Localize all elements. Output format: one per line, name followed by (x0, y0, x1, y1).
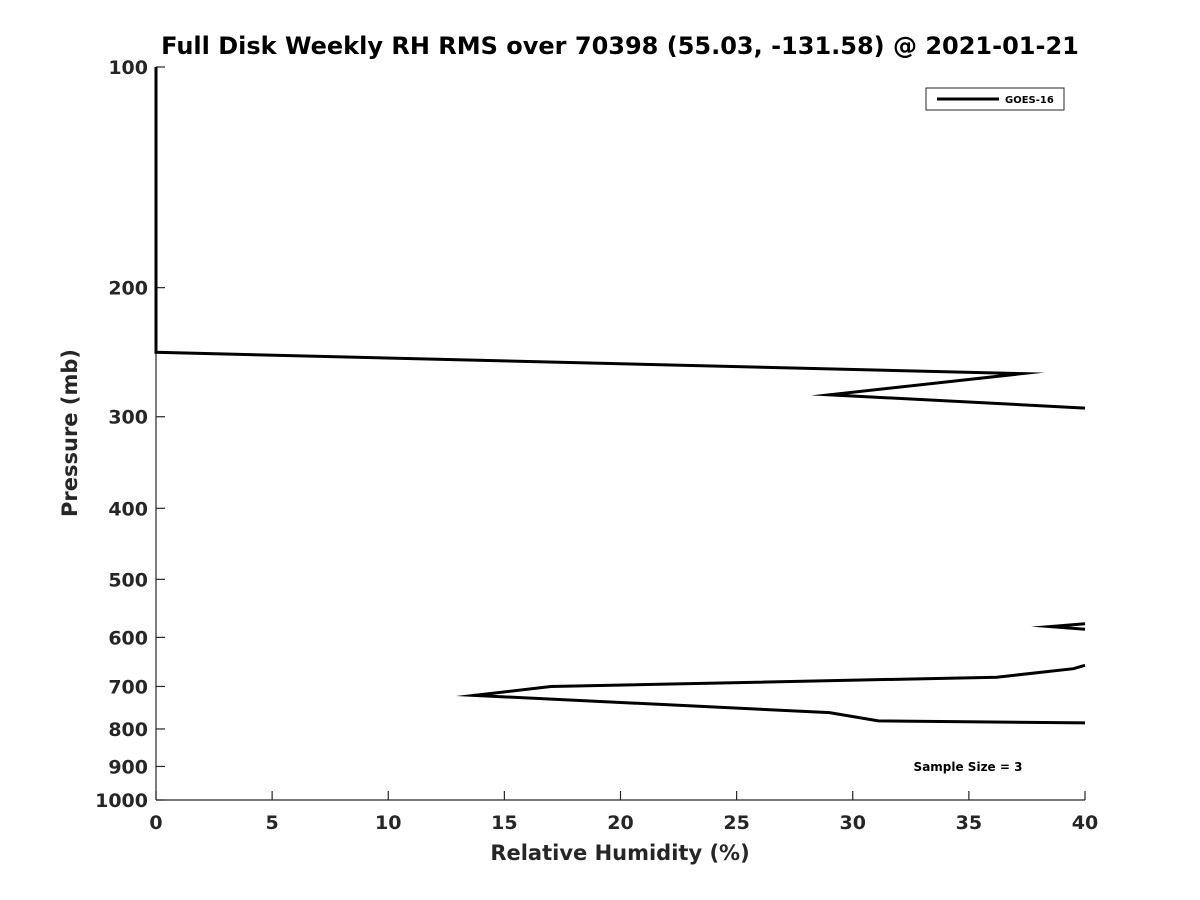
y-tick-label: 600 (108, 627, 148, 649)
y-tick-label: 300 (108, 407, 148, 429)
y-tick-label: 800 (108, 719, 148, 741)
x-tick-label: 15 (491, 812, 517, 834)
x-tick-label: 0 (149, 812, 162, 834)
x-axis-label: Relative Humidity (%) (490, 841, 749, 865)
y-tick-label: 500 (108, 569, 148, 591)
x-tick-label: 25 (723, 812, 749, 834)
sample-size-annotation: Sample Size = 3 (914, 760, 1023, 774)
x-tick-label: 10 (375, 812, 401, 834)
x-ticks: 0 5 10 15 20 25 30 35 40 (149, 791, 1098, 834)
x-tick-label: 40 (1072, 812, 1098, 834)
y-tick-label: 100 (108, 57, 148, 79)
y-axis-label: Pressure (mb) (58, 349, 82, 517)
series-layer (154, 67, 1086, 725)
y-tick-label: 700 (108, 676, 148, 698)
x-tick-label: 35 (956, 812, 982, 834)
y-tick-label: 400 (108, 498, 148, 520)
y-ticks: 100 200 300 400 500 600 700 800 900 1000 (95, 57, 165, 812)
y-tick-label: 1000 (95, 790, 148, 812)
legend-entry-goes-16: GOES-16 (1005, 95, 1054, 106)
x-tick-label: 5 (266, 812, 279, 834)
x-tick-label: 30 (840, 812, 866, 834)
series-line-goes-16-segment-0 (154, 67, 1086, 410)
x-tick-label: 20 (607, 812, 633, 834)
legend: GOES-16 (925, 87, 1065, 111)
series-line-goes-16-segment-1 (1031, 622, 1086, 631)
series-line-goes-16-segment-2 (455, 663, 1086, 725)
y-tick-label: 200 (108, 278, 148, 300)
y-tick-label: 900 (108, 756, 148, 778)
plot-area (155, 67, 1085, 801)
chart-title: Full Disk Weekly RH RMS over 70398 (55.0… (161, 32, 1079, 60)
